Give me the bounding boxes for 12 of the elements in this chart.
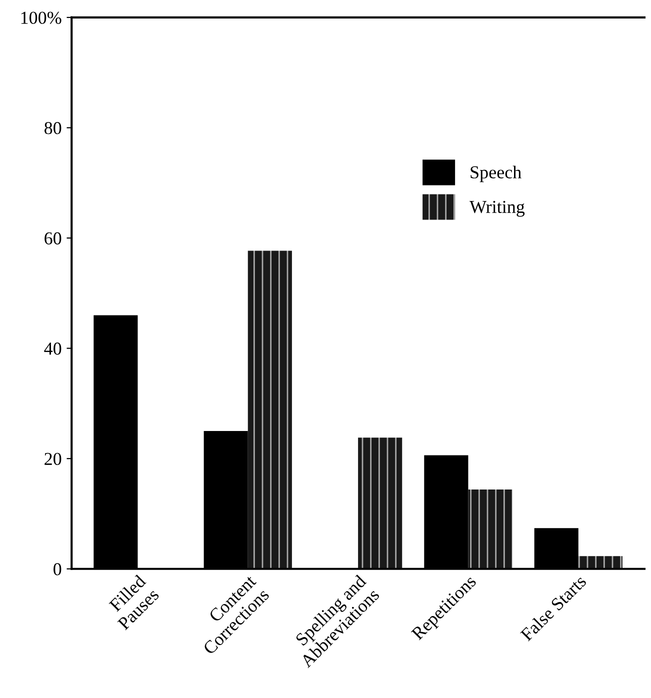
y-tick-label: 80 — [44, 122, 62, 134]
legend-label: Writing — [470, 200, 525, 217]
bar — [578, 556, 622, 569]
y-tick-label: 100% — [21, 12, 62, 24]
bar — [358, 438, 402, 569]
bar — [248, 250, 292, 569]
y-tick-label: 40 — [44, 342, 62, 355]
bar — [468, 489, 512, 569]
y-tick-label: 0 — [54, 563, 62, 576]
legend-label: Speech — [470, 166, 522, 182]
y-tick-label: 60 — [44, 232, 62, 244]
y-tick-label: 20 — [44, 452, 62, 466]
